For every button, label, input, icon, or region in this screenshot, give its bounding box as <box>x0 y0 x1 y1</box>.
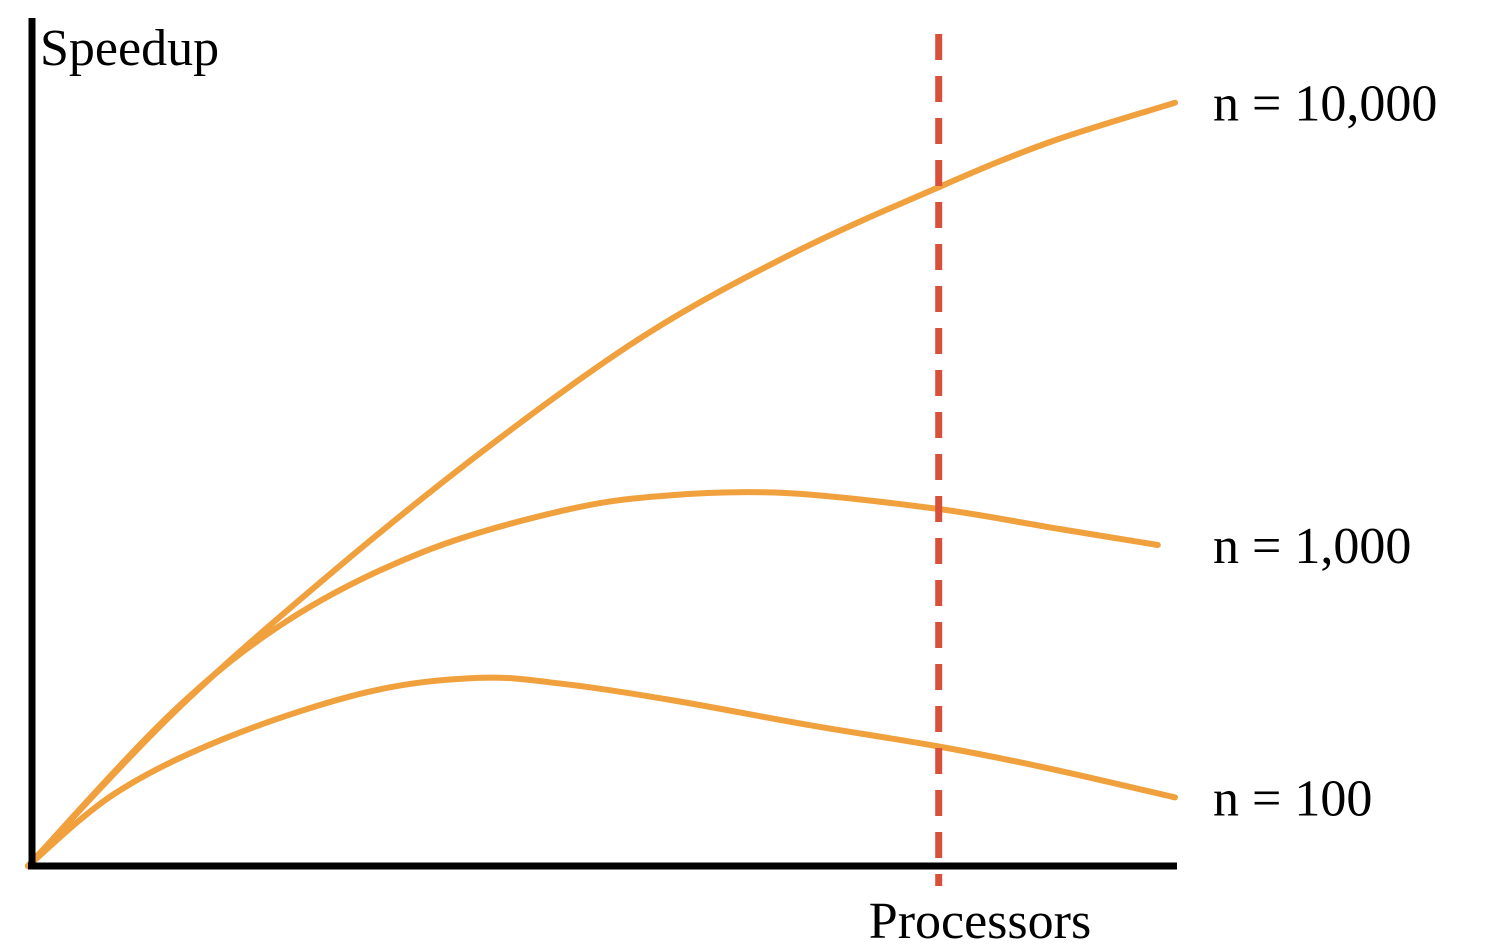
series-label-2: n = 100 <box>1213 770 1372 827</box>
series-line-2 <box>25 674 1178 869</box>
y-axis-label: Speedup <box>40 20 219 77</box>
series-label-1: n = 1,000 <box>1213 518 1411 575</box>
series-label-0: n = 10,000 <box>1213 76 1437 133</box>
series-line-1 <box>25 489 1161 869</box>
x-axis-label: Processors <box>869 893 1091 948</box>
